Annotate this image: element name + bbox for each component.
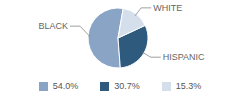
html-text:30.7%: 30.7%	[114, 81, 140, 91]
svg-text:HISPANIC: HISPANIC	[163, 52, 205, 62]
html-text:15.3%: 15.3%	[175, 81, 202, 91]
html-text:54.0%: 54.0%	[52, 81, 79, 91]
svg-text:WHITE: WHITE	[153, 3, 182, 13]
svg-text:BLACK: BLACK	[39, 21, 69, 31]
